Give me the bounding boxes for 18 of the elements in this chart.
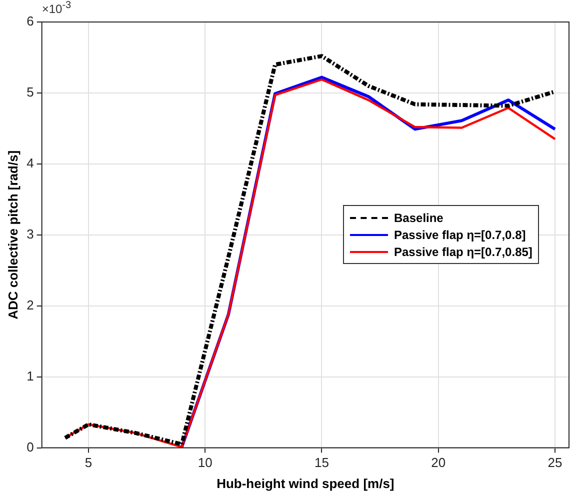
x-tick-label: 5 [84,455,92,470]
y-axis-title: ADC collective pitch [rad/s] [5,150,20,320]
x-axis-title: Hub-height wind speed [m/s] [216,476,394,491]
y-tick-label: 1 [26,368,34,384]
y-tick-label: 3 [26,226,34,242]
y-tick-label: 6 [26,14,34,29]
legend-label: Passive flap η=[0.7,0.8] [394,228,526,242]
y-tick-label: 2 [26,297,34,312]
y-tick-label: 0 [26,439,34,454]
y-tick-label: 4 [26,156,34,171]
text: ×10$^{-3}$ [42,0,72,16]
y-tick-label: 5 [26,84,34,100]
legend-label: Passive flap η=[0.7,0.85] [394,244,532,259]
x-tick-label: 25 [548,455,562,470]
x-tick-label: 20 [431,455,446,470]
legend-label: Baseline [394,210,444,225]
x-tick-label: 10 [198,455,212,470]
x-tick-label: 15 [314,455,329,470]
